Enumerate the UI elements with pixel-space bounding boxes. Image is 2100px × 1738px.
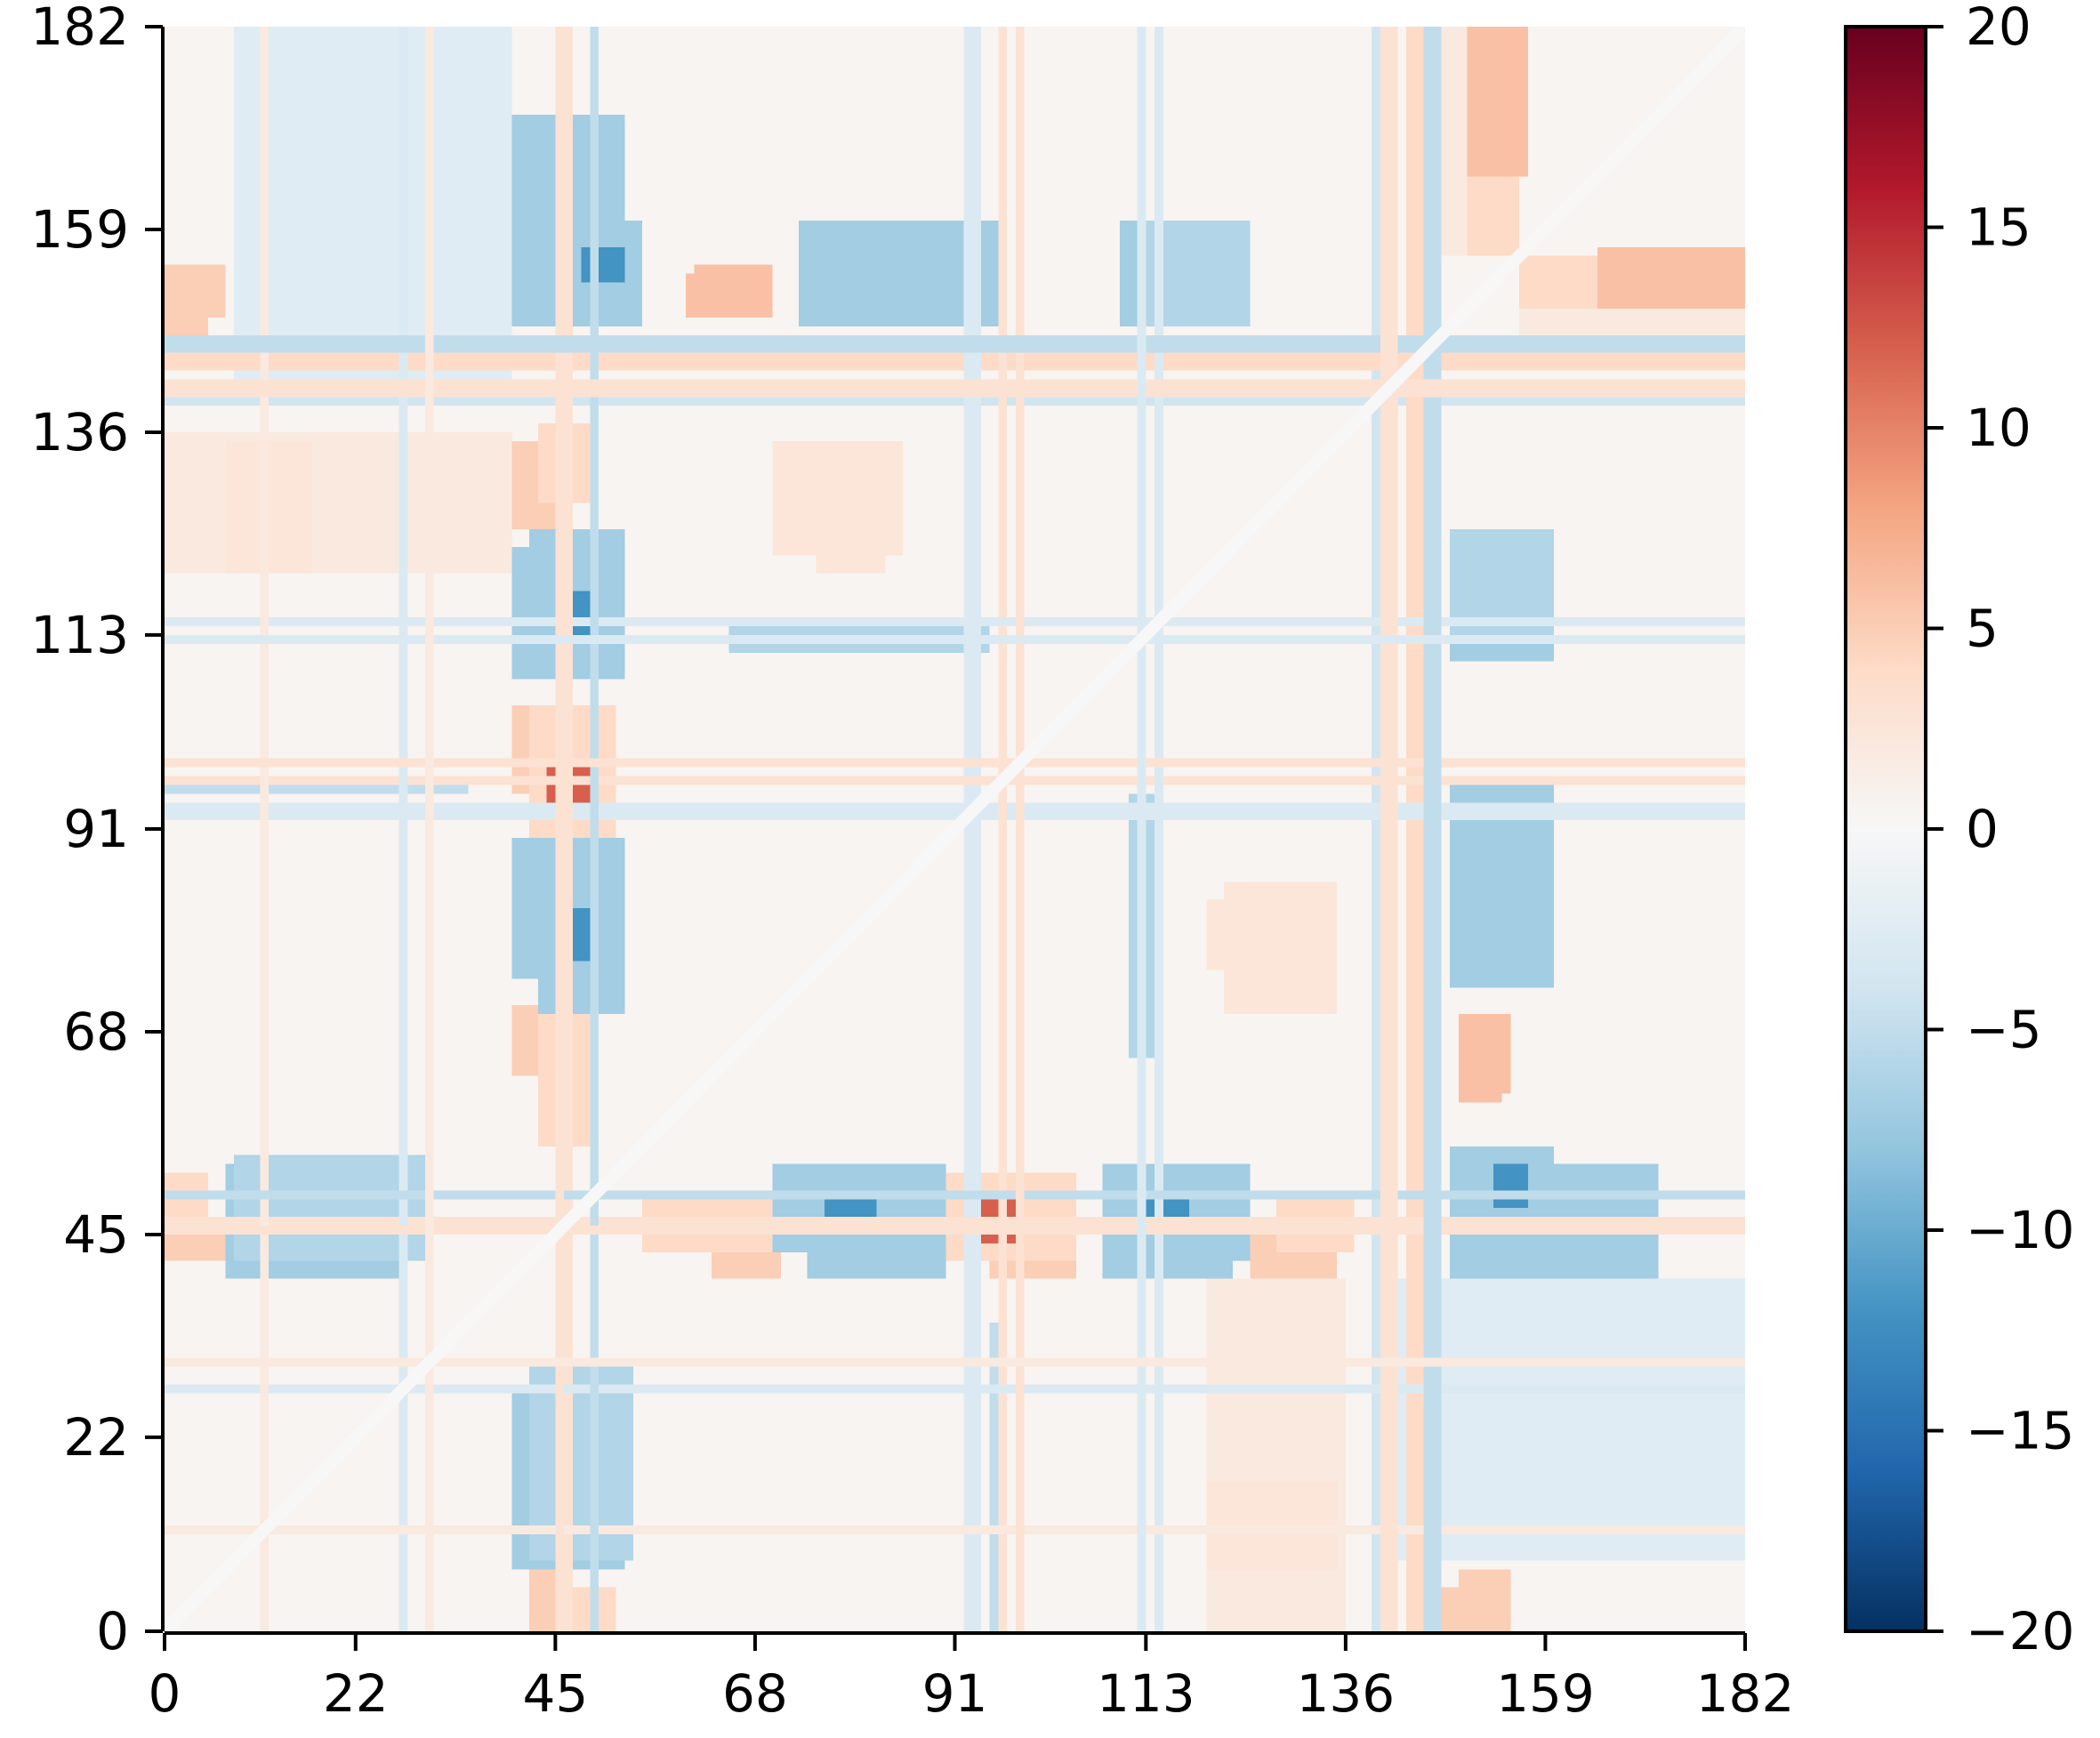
heatmap-cell xyxy=(1206,1278,1346,1631)
heatmap-cell xyxy=(260,27,270,1631)
heatmap-cell xyxy=(165,1226,1745,1235)
x-tick-label: 68 xyxy=(722,1663,788,1724)
heatmap-cell xyxy=(165,1525,1745,1534)
heatmap-cell xyxy=(1467,27,1528,177)
heatmap-cell xyxy=(1597,246,1745,310)
x-tick-label: 45 xyxy=(522,1663,588,1724)
heatmap-cell xyxy=(998,27,1008,1631)
y-axis: 0 22 45 68 91 113 136 159 182 xyxy=(30,0,165,1662)
heatmap-cell xyxy=(816,440,886,574)
heatmap-cell xyxy=(165,431,512,574)
heatmap-cell xyxy=(1155,27,1163,1631)
heatmap-cell xyxy=(165,334,1745,353)
heatmap-cell xyxy=(165,758,1745,768)
x-tick-label: 91 xyxy=(922,1663,988,1724)
colorbar: 20 15 10 5 0 −5 −10 −15 −20 xyxy=(1844,0,2074,1662)
y-tick-label: 136 xyxy=(30,402,129,463)
y-tick-label: 22 xyxy=(63,1407,129,1468)
heatmap-cell xyxy=(1458,1014,1502,1103)
heatmap-cell xyxy=(1015,27,1025,1631)
heatmap-cell xyxy=(165,1357,1745,1367)
diagonal xyxy=(165,27,1745,1631)
x-tick-label: 136 xyxy=(1297,1663,1396,1724)
heatmap-cell xyxy=(685,273,773,318)
heatmap-cell xyxy=(1423,27,1442,1631)
heatmap-cell xyxy=(581,246,625,283)
y-tick-label: 113 xyxy=(30,605,129,665)
heatmap-cell xyxy=(225,440,312,574)
heatmap-cell xyxy=(564,27,573,1631)
colorbar-tick-label: −15 xyxy=(1966,1401,2074,1461)
colorbar-gradient xyxy=(1844,25,1927,1633)
colorbar-ticks: 20 15 10 5 0 −5 −10 −15 −20 xyxy=(1926,0,2074,1662)
heatmap-cell xyxy=(165,1190,1745,1200)
x-tick-label: 22 xyxy=(323,1663,389,1724)
heatmap-cell xyxy=(165,1384,1745,1394)
colorbar-tick-label: 15 xyxy=(1966,197,2032,258)
y-tick-label: 0 xyxy=(96,1601,129,1662)
y-tick-label: 182 xyxy=(30,0,129,57)
heatmap-cell xyxy=(165,617,1745,627)
heatmap-cell xyxy=(1458,1569,1511,1631)
x-axis: 0 22 45 68 91 113 136 159 182 xyxy=(149,1631,1795,1724)
colorbar-tick-label: 20 xyxy=(1966,0,2032,57)
x-tick-label: 159 xyxy=(1496,1663,1595,1724)
heatmap-cell xyxy=(165,379,1745,398)
heatmap-cell xyxy=(1137,27,1147,1631)
heatmap-cells xyxy=(165,27,1745,1631)
colorbar-tick-label: −10 xyxy=(1966,1200,2074,1260)
heatmap-cell xyxy=(555,27,565,1631)
y-tick-label: 45 xyxy=(63,1204,129,1265)
colorbar-tick-label: 10 xyxy=(1966,398,2032,458)
heatmap-cell xyxy=(590,27,599,1631)
heatmap-cell xyxy=(165,776,1745,785)
colorbar-tick-label: 0 xyxy=(1966,799,1999,859)
heatmap-cell xyxy=(165,264,226,318)
heatmap-cell xyxy=(1380,27,1398,1631)
heatmap-cell xyxy=(165,634,1745,644)
y-tick-label: 68 xyxy=(63,1002,129,1062)
colorbar-tick-label: 5 xyxy=(1966,599,1999,659)
heatmap-cell xyxy=(1380,1278,1745,1561)
y-tick-label: 91 xyxy=(63,799,129,859)
y-tick-label: 159 xyxy=(30,199,129,260)
x-tick-label: 0 xyxy=(149,1663,181,1724)
colorbar-tick-label: −5 xyxy=(1966,1000,2042,1060)
heatmap-cell xyxy=(1206,899,1338,970)
heatmap-cell xyxy=(398,27,408,1631)
heatmap-cell xyxy=(165,1217,1745,1227)
x-tick-label: 182 xyxy=(1696,1663,1795,1724)
heatmap-cell xyxy=(1493,1163,1528,1209)
x-tick-label: 113 xyxy=(1097,1663,1195,1724)
colorbar-tick-label: −20 xyxy=(1966,1601,2074,1662)
heatmap-cell xyxy=(424,27,434,1631)
